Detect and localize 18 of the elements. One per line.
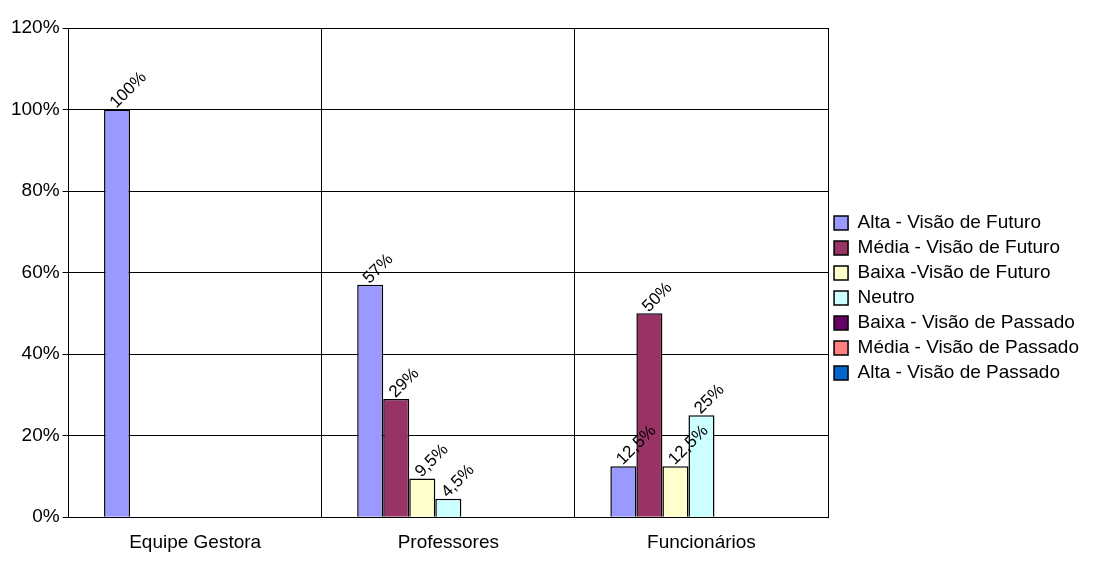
x-tick-label: Professores (397, 530, 500, 552)
legend-label: Alta - Visão de Passado (857, 361, 1060, 383)
data-label: 50% (638, 278, 676, 316)
legend-label: Média - Visão de Futuro (857, 236, 1060, 258)
y-tick-label: 40% (21, 342, 60, 364)
legend-label: Baixa - Visão de Passado (857, 311, 1075, 333)
legend-label: Baixa -Visão de Futuro (857, 261, 1051, 283)
y-tick-label: 80% (21, 179, 60, 201)
y-tick-label: 20% (21, 423, 60, 445)
legend-label: Média - Visão de Passado (857, 336, 1079, 358)
x-tick-label: Funcionários (647, 530, 756, 552)
legend-label: Neutro (857, 286, 915, 308)
legend-label: Alta - Visão de Futuro (857, 211, 1041, 233)
y-tick-label: 120% (10, 16, 60, 38)
y-tick-label: 0% (32, 505, 60, 527)
y-tick-label: 100% (10, 97, 60, 119)
y-tick-label: 60% (21, 260, 60, 282)
x-tick-label: Equipe Gestora (129, 530, 262, 552)
